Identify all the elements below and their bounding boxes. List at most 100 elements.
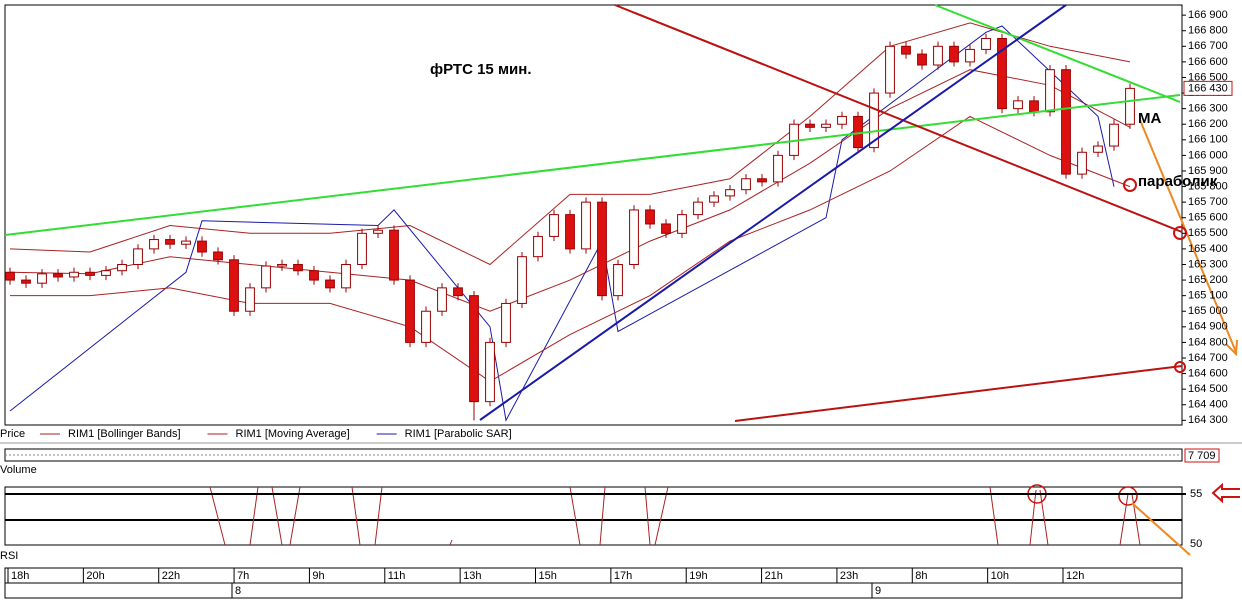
y-tick-label: 164 500 [1188, 383, 1228, 395]
candle-body [693, 201, 703, 216]
volume-last: 7 709 [1188, 450, 1216, 462]
annotation: МА [1138, 110, 1161, 127]
candle-body [917, 53, 927, 66]
candle-body [549, 214, 559, 237]
candle-body [37, 273, 47, 284]
candle-body [1109, 123, 1119, 147]
time-label: 20h [86, 570, 104, 582]
y-tick-label: 166 000 [1188, 149, 1228, 161]
time-label: 8h [915, 570, 927, 582]
marker-circle [1118, 486, 1138, 506]
candle-body [309, 270, 319, 281]
rsi-tick-label: 50 [1190, 538, 1202, 550]
candle-body [261, 265, 271, 289]
candle-body [773, 154, 783, 183]
legend-label: RIM1 [Bollinger Bands] [68, 428, 181, 440]
time-label: 18h [11, 570, 29, 582]
trend-line [934, 4, 1181, 103]
candle-body [757, 178, 767, 183]
arrow [1131, 502, 1191, 556]
candle-body [181, 240, 191, 245]
legend: RIM1 [Bollinger Bands] RIM1 [Moving Avera… [40, 428, 512, 440]
rsi-panel [4, 486, 1183, 546]
y-tick-label: 166 800 [1188, 25, 1228, 37]
time-label: 9h [312, 570, 324, 582]
candle-body [565, 214, 575, 250]
candle-body [453, 287, 463, 297]
time-label: 21h [765, 570, 783, 582]
candle-body [293, 263, 303, 272]
candle-body [165, 239, 175, 245]
trend-line [4, 94, 1181, 236]
candle-body [373, 229, 383, 234]
y-tick-label: 166 600 [1188, 56, 1228, 68]
candle-body [645, 209, 655, 225]
candle-body [581, 201, 591, 250]
candle-body [69, 271, 79, 278]
y-tick-label: 164 800 [1188, 336, 1228, 348]
y-tick-label: 165 800 [1188, 180, 1228, 192]
candle-body [405, 279, 415, 343]
candle-body [1077, 151, 1087, 175]
y-tick-label: 165 000 [1188, 305, 1228, 317]
annotation: параболик [1138, 173, 1218, 190]
y-tick-label: 165 700 [1188, 196, 1228, 208]
candle-body [613, 263, 623, 297]
candle-body [965, 48, 975, 63]
candle-body [885, 45, 895, 94]
candle-body [677, 214, 687, 234]
y-tick-label: 166 300 [1188, 103, 1228, 115]
candle-body [469, 295, 479, 403]
legend-label: Price [0, 428, 25, 440]
candle-body [53, 273, 63, 278]
y-tick-label: 165 300 [1188, 258, 1228, 270]
candle-body [1045, 69, 1055, 113]
annotation: фРТС 15 мин. [430, 61, 532, 78]
time-label: 13h [463, 570, 481, 582]
panel-title: Volume [0, 464, 37, 476]
candle-body [245, 287, 255, 312]
candle-body [85, 271, 95, 276]
trend-line [614, 4, 1183, 233]
candle-body [837, 115, 847, 125]
candle-body [1061, 69, 1071, 175]
candle-body [357, 232, 367, 265]
time-label: 23h [840, 570, 858, 582]
time-label: 22h [162, 570, 180, 582]
y-tick-label: 164 400 [1188, 399, 1228, 411]
trend-line [734, 365, 1183, 422]
date-label: 8 [235, 585, 241, 597]
badge [1184, 448, 1220, 463]
candle-body [389, 229, 399, 281]
y-tick-label: 166 900 [1188, 9, 1228, 21]
y-tick-label: 164 300 [1188, 414, 1228, 426]
candle-body [869, 92, 879, 149]
indicator-line [10, 115, 1131, 382]
candle-body [21, 279, 31, 284]
y-tick-label: 165 200 [1188, 274, 1228, 286]
y-tick-label: 166 200 [1188, 118, 1228, 130]
candle-body [149, 239, 159, 250]
candle-body [709, 195, 719, 203]
candle-body [117, 263, 127, 272]
candle-body [341, 263, 351, 289]
candle-body [229, 259, 239, 312]
time-label: 19h [689, 570, 707, 582]
candle-body [197, 240, 207, 253]
candle-body [325, 279, 335, 289]
y-tick-label: 165 100 [1188, 290, 1228, 302]
candle-body [277, 263, 287, 267]
candle-body [133, 248, 143, 265]
price-badge-label: 166 430 [1188, 82, 1228, 94]
candle-body [997, 38, 1007, 110]
y-tick-label: 164 700 [1188, 352, 1228, 364]
time-label: 17h [614, 570, 632, 582]
candle-body [5, 271, 15, 281]
arrow [1139, 119, 1237, 353]
candle-body [901, 45, 911, 55]
candle-body [661, 223, 671, 234]
time-label: 10h [991, 570, 1009, 582]
trend-line [479, 4, 1067, 421]
marker-circle [1123, 178, 1137, 192]
